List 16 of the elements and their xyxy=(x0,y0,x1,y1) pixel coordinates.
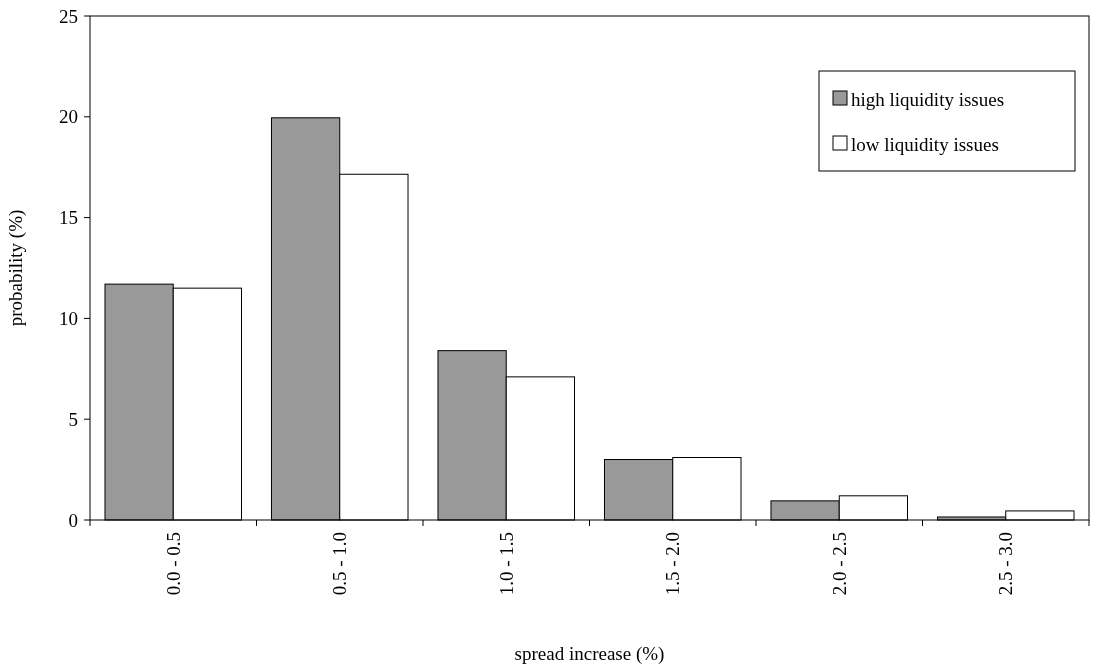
x-tick-label: 1.5 - 2.0 xyxy=(662,532,684,596)
x-tick-label: 2.5 - 3.0 xyxy=(995,532,1017,596)
x-tick-label: 2.0 - 2.5 xyxy=(828,532,850,596)
y-tick-label: 20 xyxy=(59,106,78,128)
x-tick-label: 0.5 - 1.0 xyxy=(329,532,351,596)
y-tick-label: 25 xyxy=(59,5,78,27)
y-tick-label: 0 xyxy=(68,509,78,531)
x-axis-title: spread increase (%) xyxy=(514,643,665,665)
y-tick-label: 15 xyxy=(59,207,78,229)
legend-label: high liquidity issues xyxy=(851,88,1005,110)
x-tick-label: 0.0 - 0.5 xyxy=(162,532,184,596)
legend-label: low liquidity issues xyxy=(851,133,999,155)
y-axis-title: probability (%) xyxy=(5,209,27,327)
y-tick-label: 5 xyxy=(68,408,78,430)
x-tick-label: 1.0 - 1.5 xyxy=(495,532,517,596)
y-tick-label: 10 xyxy=(59,308,78,330)
